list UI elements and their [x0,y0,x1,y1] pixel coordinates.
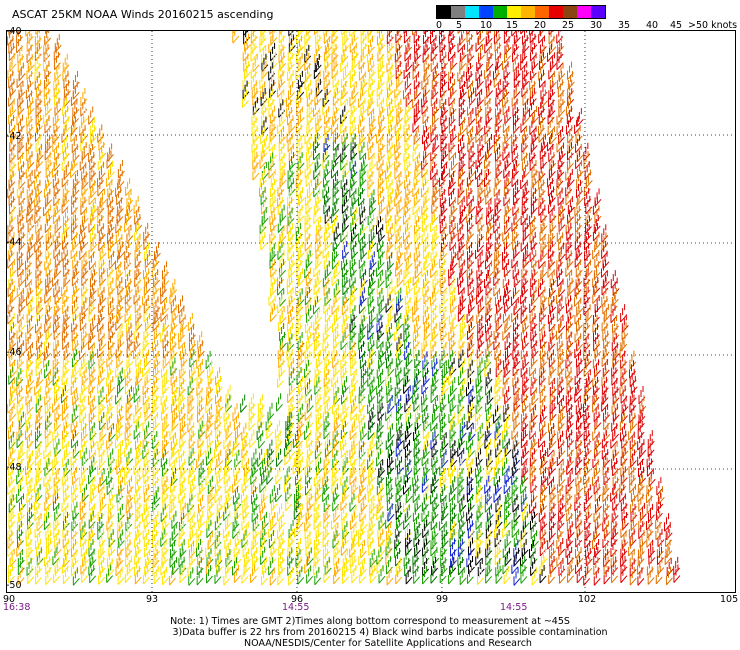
legend-swatch [493,6,507,18]
pass-time-label: 14:55 [500,602,528,613]
longitude-label: 105 [720,594,739,605]
legend-labels: 0 5 10 15 20 25 30 35 40 45 >50 knots [436,19,737,31]
latitude-label: -44 [6,237,22,248]
legend-swatch [465,6,479,18]
pass-time-label: 16:38 [3,602,31,613]
wind-speed-legend: 0 5 10 15 20 25 30 35 40 45 >50 knots [436,5,737,31]
legend-swatch [437,6,451,18]
longitude-label: 99 [436,594,449,605]
latitude-label: -46 [6,347,22,358]
wind-barb-field [7,31,735,592]
latitude-label: -48 [6,462,22,473]
notes-line-2: 3)Data buffer is 22 hrs from 20160215 4)… [172,627,608,638]
wind-map [6,30,736,593]
notes-line-3: NOAA/NESDIS/Center for Satellite Applica… [244,638,532,649]
legend-label: >50 knots [688,20,738,31]
legend-label: 0 [436,20,443,31]
longitude-label: 96 [291,594,304,605]
legend-swatch [479,6,493,18]
longitude-label: 93 [146,594,159,605]
lat-lon-grid [7,31,735,592]
legend-swatch [507,6,521,18]
legend-color-bar [436,5,606,19]
legend-label: 30 [590,20,603,31]
legend-label: 20 [534,20,547,31]
legend-label: 25 [562,20,575,31]
legend-label: 40 [646,20,659,31]
map-title: ASCAT 25KM NOAA Winds 20160215 ascending [12,8,274,21]
legend-swatch [563,6,577,18]
legend-label: 5 [456,20,463,31]
notes-line-1: Note: 1) Times are GMT 2)Times along bot… [170,616,570,627]
legend-label: 15 [506,20,519,31]
legend-swatch [451,6,465,18]
legend-swatch [591,6,605,18]
latitude-label: -40 [6,26,22,37]
latitude-label: -42 [6,131,22,142]
legend-label: 45 [670,20,683,31]
wind-barbs [7,31,681,586]
legend-label: 35 [618,20,631,31]
pass-time-label: 14:55 [282,602,310,613]
legend-label: 10 [480,20,493,31]
legend-swatch [535,6,549,18]
legend-swatch [521,6,535,18]
longitude-label: 102 [578,594,597,605]
latitude-label: -50 [6,580,22,591]
longitude-label: 90 [3,594,16,605]
legend-swatch [577,6,591,18]
legend-swatch [549,6,563,18]
